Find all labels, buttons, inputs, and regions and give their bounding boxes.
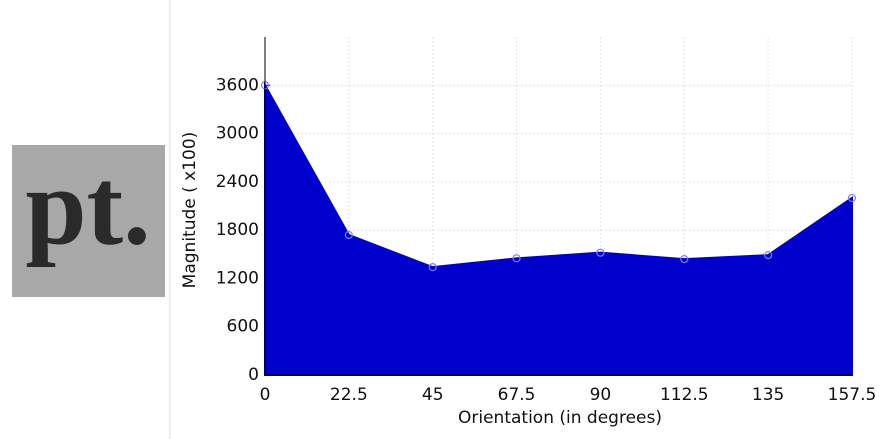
x-tick-label: 90: [590, 385, 612, 405]
x-tick-label: 45: [422, 385, 444, 405]
x-axis-label: Orientation (in degrees): [458, 408, 662, 428]
x-tick-label: 112.5: [660, 385, 709, 405]
x-tick-label: 22.5: [330, 385, 368, 405]
y-tick-label: 0: [248, 365, 259, 385]
x-tick-label: 0: [260, 385, 271, 405]
x-tick-label: 157.5: [828, 385, 877, 405]
y-tick-label: 1800: [216, 220, 259, 240]
y-tick-label: 3600: [216, 75, 259, 95]
image-text: pt.: [25, 145, 150, 267]
inset-image: pt.: [12, 145, 165, 297]
y-tick-label: 3000: [216, 124, 259, 144]
y-tick-label: 600: [227, 317, 259, 337]
x-tick-label: 67.5: [498, 385, 536, 405]
y-axis-label: Magnitude ( x100): [180, 132, 200, 289]
y-tick-label: 2400: [216, 172, 259, 192]
x-tick-label: 135: [752, 385, 784, 405]
page: pt. Orientation (in degrees) Magnitude (…: [0, 0, 880, 439]
y-tick-label: 1200: [216, 268, 259, 288]
